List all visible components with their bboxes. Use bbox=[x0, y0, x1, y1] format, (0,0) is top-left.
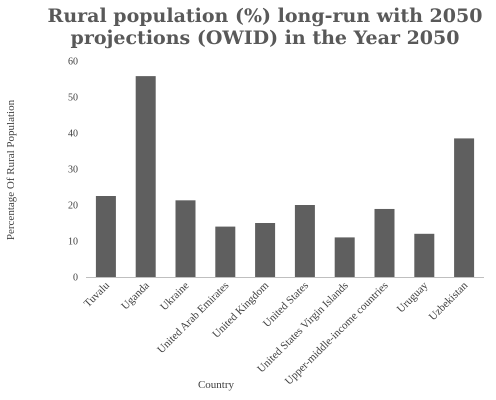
bar bbox=[255, 223, 276, 277]
bar bbox=[454, 138, 475, 277]
bar bbox=[215, 226, 236, 277]
y-axis-ticks: 0 10 20 30 40 50 60 bbox=[68, 57, 78, 284]
bar bbox=[294, 205, 315, 277]
y-axis-label: Percentage Of Rural Population bbox=[5, 99, 17, 240]
x-tick-label: Uruguay bbox=[395, 279, 431, 315]
y-tick-label: 30 bbox=[68, 165, 78, 176]
bars bbox=[95, 76, 475, 278]
chart-title-line-1: Rural population (%) long-run with 2050 bbox=[48, 5, 483, 27]
x-tick-label: Uganda bbox=[119, 280, 152, 313]
y-tick-label: 60 bbox=[68, 57, 78, 68]
chart-title-line-2: projections (OWID) in the Year 2050 bbox=[71, 27, 460, 49]
bar bbox=[374, 208, 395, 277]
x-axis-label: Country bbox=[198, 379, 235, 391]
x-tick-label: Ukraine bbox=[158, 280, 192, 314]
x-tick-label: Tuvalu bbox=[82, 279, 113, 310]
bar bbox=[175, 200, 196, 277]
bar bbox=[334, 237, 355, 277]
y-tick-label: 40 bbox=[68, 129, 78, 140]
x-tick-label: Uzbekistan bbox=[427, 279, 471, 323]
y-tick-label: 0 bbox=[73, 273, 78, 284]
y-tick-label: 10 bbox=[68, 237, 78, 248]
y-tick-label: 20 bbox=[68, 201, 78, 212]
bar bbox=[135, 76, 156, 278]
x-tick-label: United Arab Emirates bbox=[155, 280, 231, 356]
bar bbox=[95, 196, 116, 277]
y-tick-label: 50 bbox=[68, 93, 78, 104]
bar bbox=[414, 233, 435, 277]
